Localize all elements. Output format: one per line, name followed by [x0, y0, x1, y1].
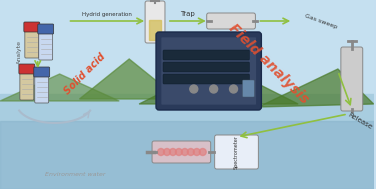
Circle shape [187, 149, 194, 156]
FancyBboxPatch shape [163, 50, 249, 60]
Circle shape [181, 149, 188, 156]
FancyBboxPatch shape [39, 30, 53, 60]
Polygon shape [139, 64, 298, 104]
Circle shape [170, 149, 176, 156]
Circle shape [193, 149, 200, 156]
FancyBboxPatch shape [20, 70, 34, 100]
FancyBboxPatch shape [34, 67, 50, 77]
FancyBboxPatch shape [215, 135, 258, 169]
Polygon shape [79, 59, 179, 99]
Circle shape [164, 149, 170, 156]
Polygon shape [258, 69, 374, 107]
Text: Analyte: Analyte [17, 40, 23, 64]
Text: Release: Release [347, 112, 373, 130]
Text: Environment water: Environment water [45, 171, 105, 177]
Circle shape [199, 149, 206, 156]
FancyBboxPatch shape [145, 1, 165, 43]
Text: Trap: Trap [180, 11, 195, 17]
Polygon shape [0, 74, 119, 101]
Circle shape [175, 149, 182, 156]
Text: Field analysis: Field analysis [226, 21, 311, 107]
Text: Hydrid generation: Hydrid generation [82, 12, 132, 17]
FancyBboxPatch shape [161, 37, 256, 105]
FancyBboxPatch shape [38, 24, 54, 34]
FancyBboxPatch shape [25, 28, 39, 58]
Bar [149, 20, 161, 40]
Circle shape [210, 85, 218, 93]
FancyBboxPatch shape [163, 74, 249, 84]
Bar [0, 121, 374, 189]
Bar [0, 94, 374, 189]
Circle shape [190, 85, 198, 93]
FancyBboxPatch shape [207, 13, 255, 29]
FancyBboxPatch shape [243, 80, 255, 97]
Circle shape [158, 149, 164, 156]
FancyBboxPatch shape [163, 62, 249, 72]
FancyBboxPatch shape [341, 47, 363, 111]
Text: Gas sweep: Gas sweep [304, 13, 338, 29]
FancyBboxPatch shape [156, 32, 261, 110]
FancyBboxPatch shape [35, 73, 49, 103]
FancyBboxPatch shape [152, 141, 211, 163]
Text: Spectrometer: Spectrometer [234, 135, 239, 169]
Circle shape [230, 85, 238, 93]
FancyBboxPatch shape [19, 64, 35, 74]
FancyBboxPatch shape [24, 22, 40, 32]
Text: Solid acid: Solid acid [62, 52, 107, 97]
Bar [0, 0, 374, 109]
